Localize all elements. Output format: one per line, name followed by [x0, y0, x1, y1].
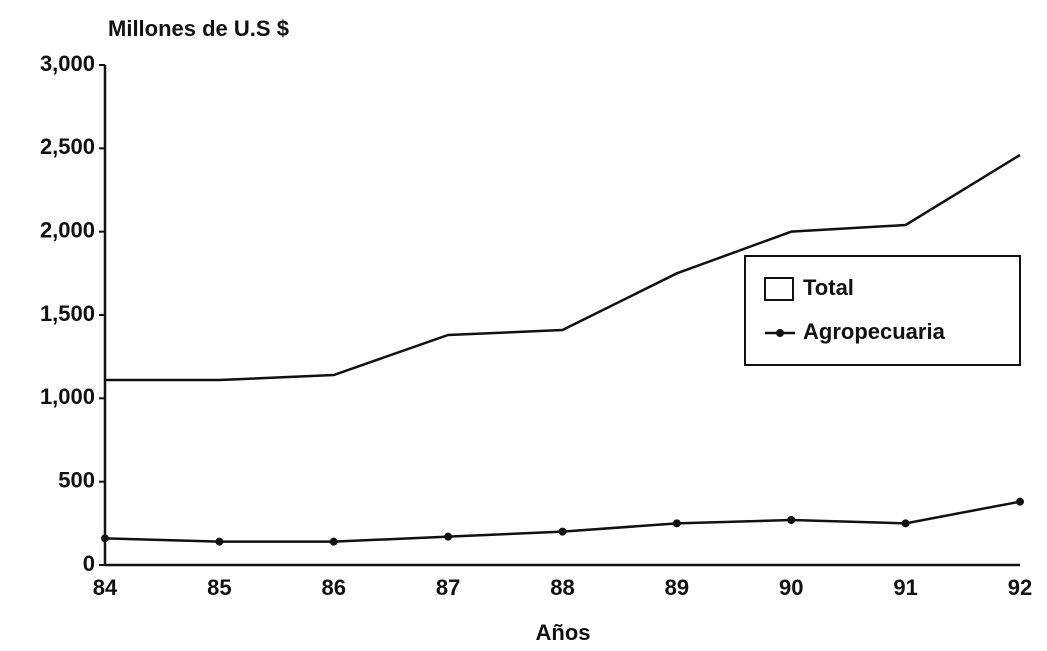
point [101, 534, 109, 543]
legend-label: Agropecuaria [803, 319, 946, 344]
chart-title: Millones de U.S $ [108, 16, 289, 41]
x-tick-label: 84 [93, 575, 118, 600]
x-axis-label: Años [536, 620, 591, 645]
x-tick-label: 89 [665, 575, 689, 600]
x-tick-label: 86 [322, 575, 346, 600]
x-tick-label: 87 [436, 575, 460, 600]
y-tick-label: 1,000 [40, 384, 95, 409]
y-tick-label: 0 [83, 551, 95, 576]
point [1016, 497, 1024, 506]
point [672, 519, 681, 528]
legend-symbol [764, 277, 794, 301]
y-tick-label: 1,500 [40, 301, 95, 326]
point [787, 516, 796, 524]
series-line [105, 153, 1021, 382]
y-tick-label: 2,500 [40, 134, 95, 159]
point [329, 537, 338, 546]
legend-symbol [776, 329, 784, 337]
point [558, 527, 567, 536]
legend-label: Total [803, 275, 854, 300]
x-tick-label: 91 [893, 575, 917, 600]
point [444, 532, 453, 541]
x-tick-label: 92 [1008, 575, 1032, 600]
x-tick-label: 85 [207, 575, 231, 600]
x-tick-label: 88 [550, 575, 574, 600]
y-tick-label: 500 [58, 467, 95, 492]
legend-box [744, 255, 1021, 366]
y-tick-label: 3,000 [40, 51, 95, 76]
y-tick-label: 2,000 [40, 217, 95, 242]
point [215, 537, 224, 546]
x-tick-label: 90 [779, 575, 803, 600]
point [901, 519, 910, 528]
